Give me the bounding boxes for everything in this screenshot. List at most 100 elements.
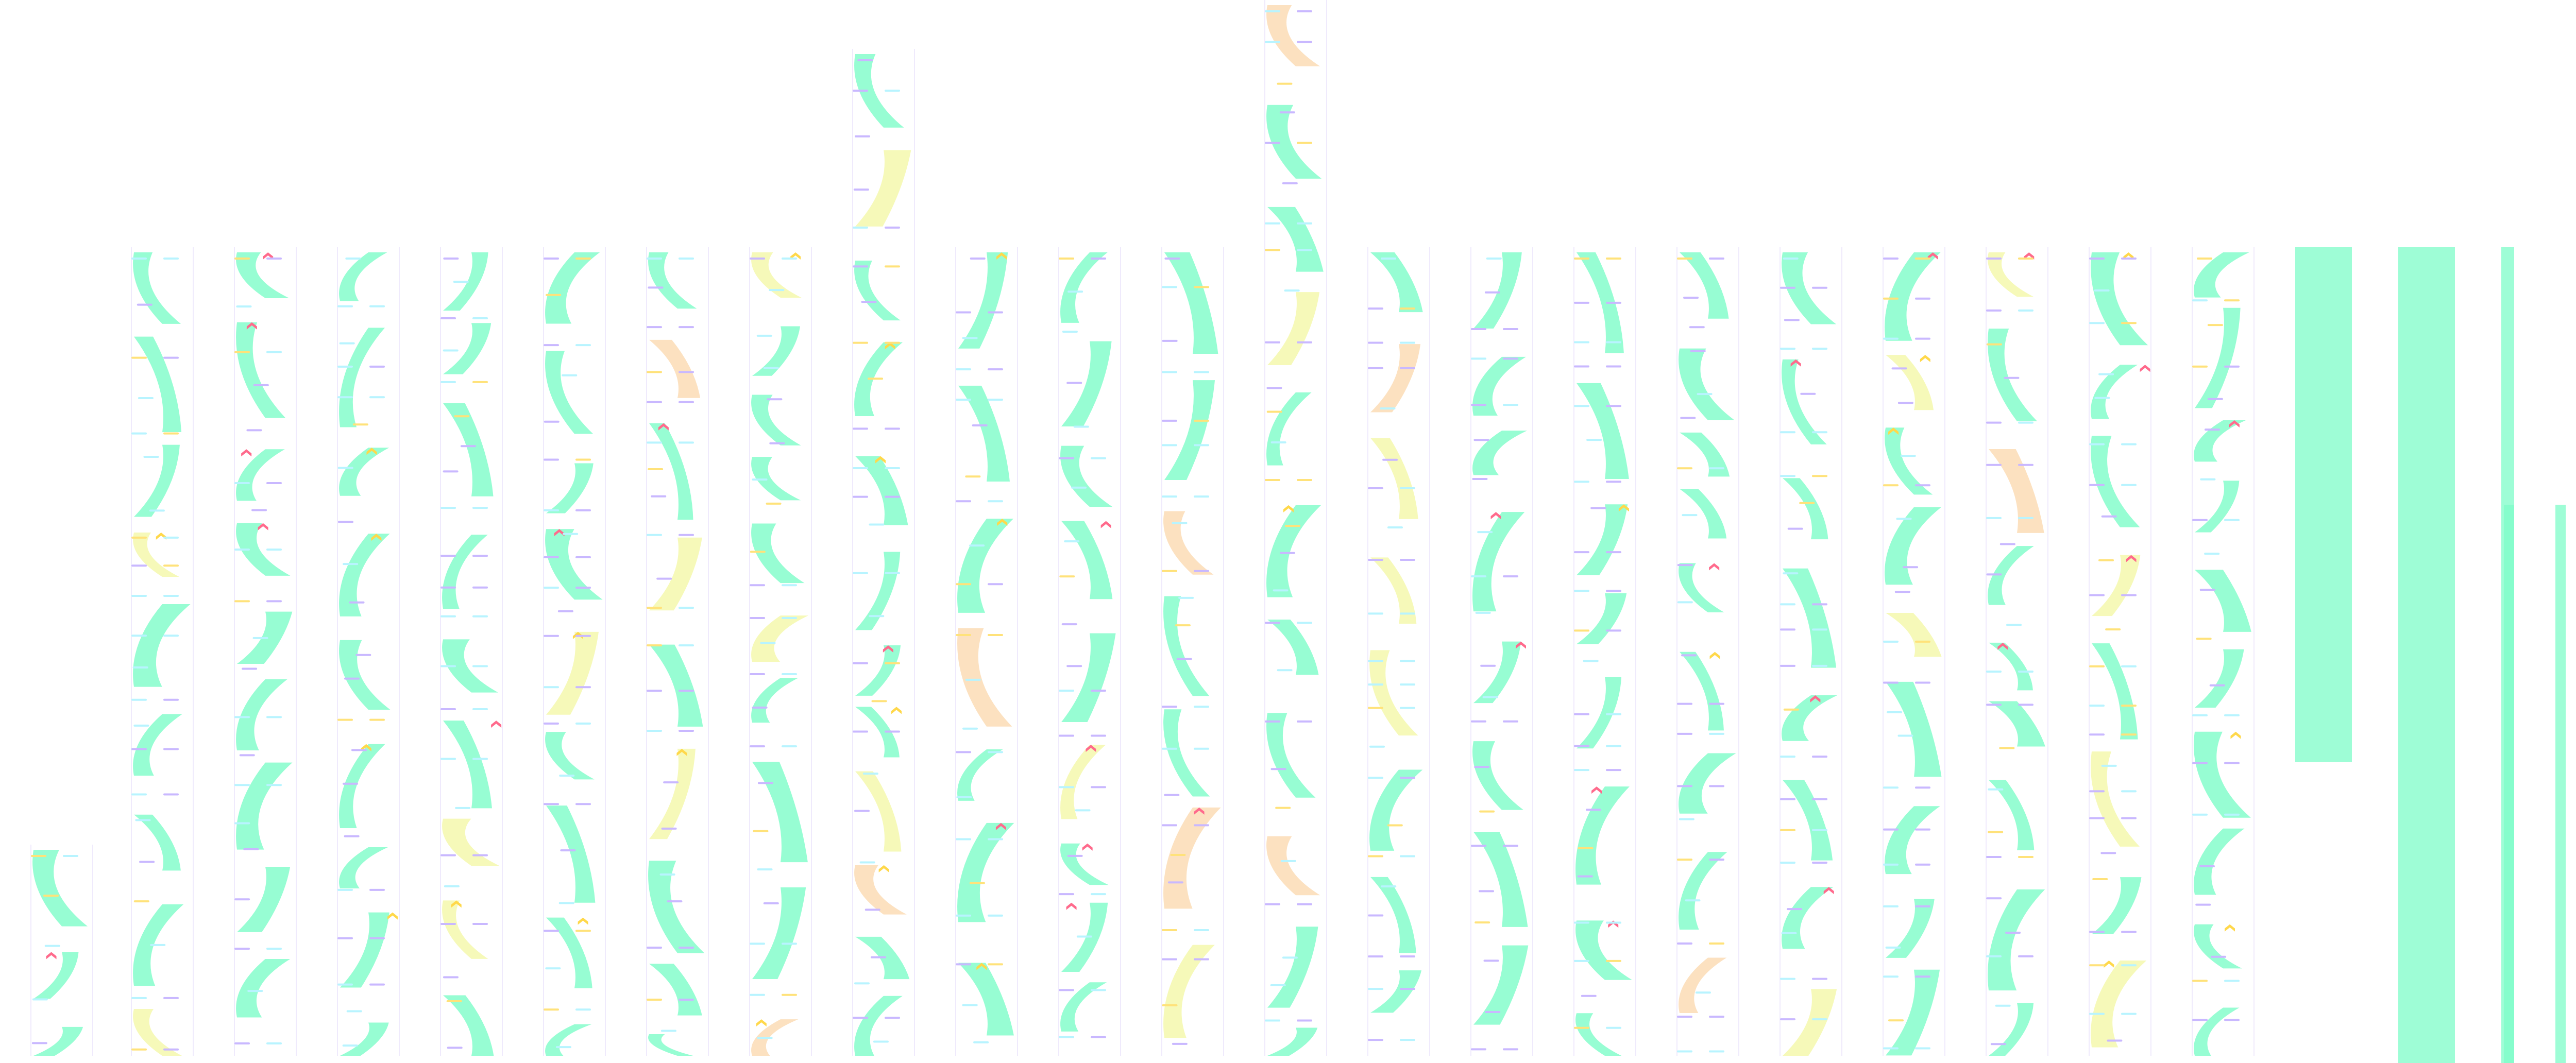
segment-bar [266,784,282,786]
segment-bar [1477,531,1493,534]
segment-bar [131,258,147,260]
segment-bar [1277,669,1293,672]
segment-bar [1059,734,1074,737]
ribbon [2194,731,2251,818]
segment-bar [443,258,459,260]
segment-bar [862,773,878,775]
segment-bar [647,534,662,536]
segment-bar [337,467,353,469]
segment-bar [1986,573,2002,576]
ribbon [340,1022,389,1056]
segment-bar [2121,964,2137,967]
segment-bar [337,718,353,721]
segment-bar [2094,289,2110,292]
segment-bar [1986,421,2002,424]
ribbon [339,640,391,710]
segment-bar [1265,222,1280,225]
ribbon [1575,920,1632,980]
segment-bar [1986,464,2002,466]
segment-bar [1574,629,1589,632]
ribbon [545,732,595,780]
segment-bar [1091,786,1106,788]
segment-bar [1194,419,1209,422]
ribbon [546,631,599,715]
segment-bar [1297,622,1312,624]
segment-bar [1709,702,1724,705]
segment-bar [2224,1019,2240,1021]
segment-bar [337,396,353,399]
segment-bar [2018,464,2033,466]
segment-bar [766,502,782,505]
ribbon [957,749,1003,801]
segment-bar [1075,809,1091,812]
segment-bar [1780,286,1795,289]
segment-bar [757,868,773,871]
segment-bar [663,781,679,784]
marker-icon [258,523,268,530]
segment-bar [647,258,662,260]
ribbon [1575,786,1630,885]
segment-bar [2121,733,2137,736]
segment-bar [1590,507,1606,509]
segment-bar [769,289,785,292]
segment-bar [1883,786,1899,789]
segment-bar [1581,995,1597,997]
segment-bar [1883,905,1899,907]
segment-bar [440,758,456,760]
segment-bar [1577,875,1593,878]
segment-bar [1999,543,2015,545]
segment-bar [1265,622,1280,624]
marker-icon [875,456,886,464]
segment-bar [266,716,282,718]
segment-bar [1574,921,1589,924]
segment-bar [2018,671,2033,673]
segment-bar [1883,863,1899,866]
segment-bar [1574,258,1589,260]
segment-bar [1194,824,1209,827]
ribbon [1266,392,1312,466]
marker-icon [371,534,382,541]
ribbon [1370,877,1416,953]
segment-bar [1270,984,1286,987]
segment-bar [575,686,591,689]
ribbon [1060,252,1108,323]
ribbon [1679,852,1727,930]
segment-bar [853,188,869,191]
segment-bar [679,946,694,949]
ribbon [1266,105,1322,179]
segment-bar [1194,958,1209,961]
segment-bar [1783,708,1799,711]
marker-icon [2140,365,2150,372]
segment-bar [2199,865,2215,868]
segment-bar [648,286,664,289]
segment-bar [1172,1042,1188,1045]
segment-bar [1780,798,1795,800]
segment-bar [679,441,694,444]
ribbon [1782,887,1834,949]
ribbon [855,552,901,630]
segment-bar [1479,810,1495,813]
segment-bar [1606,258,1621,260]
segment-bar [1780,862,1795,864]
ribbon [1782,359,1827,444]
segment-bar [1679,818,1694,820]
segment-bar [1677,467,1692,470]
ribbon [133,604,191,687]
segment-bar [544,722,559,725]
segment-bar [342,782,358,785]
segment-bar [1482,696,1498,698]
segment-bar [1574,713,1589,715]
segment-bar [1059,893,1074,896]
segment-bar [1883,975,1899,978]
ribbon [2195,649,2244,708]
segment-bar [163,258,179,260]
segment-bar [1503,328,1518,330]
segment-bar [1368,855,1383,858]
segment-bar [1368,955,1383,958]
segment-bar [440,923,456,925]
segment-bar [1480,664,1496,667]
segment-bar [447,1047,463,1049]
segment-bar [1894,591,1910,593]
segment-bar [1282,182,1298,184]
marker-icon [1194,807,1205,815]
